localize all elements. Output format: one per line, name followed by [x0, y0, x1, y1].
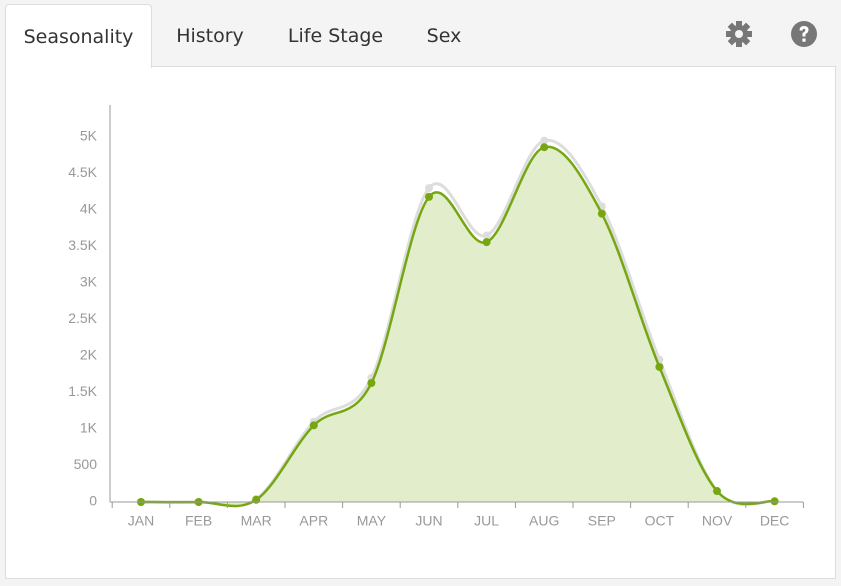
- point: [309, 421, 318, 430]
- x-tick-label: DEC: [760, 513, 790, 529]
- point: [425, 192, 433, 201]
- y-tick-label: 500: [74, 456, 98, 472]
- x-tick-label: SEP: [588, 513, 616, 529]
- help-icon[interactable]: [789, 19, 819, 49]
- x-tick-label: MAY: [357, 513, 387, 529]
- x-tick-label: JUL: [474, 513, 499, 529]
- point: [540, 143, 549, 152]
- y-tick-label: 2.5K: [68, 310, 97, 326]
- x-tick-label: JAN: [128, 513, 154, 529]
- x-tick-label: AUG: [529, 513, 559, 529]
- y-tick-label: 5K: [80, 128, 98, 144]
- point: [597, 209, 606, 218]
- x-tick-label: OCT: [645, 513, 675, 529]
- settings-icon[interactable]: [723, 18, 755, 50]
- x-tick-label: MAR: [241, 513, 272, 529]
- y-tick-label: 1K: [80, 420, 98, 436]
- y-tick-label: 0: [89, 493, 97, 509]
- y-tick-label: 3K: [80, 274, 98, 290]
- y-tick-label: 4.5K: [68, 164, 97, 180]
- x-tick-label: JUN: [415, 513, 442, 529]
- x-tick-label: FEB: [185, 513, 212, 529]
- point: [713, 487, 721, 496]
- x-tick-label: APR: [299, 513, 328, 529]
- point: [770, 497, 779, 506]
- tab[interactable]: Sex: [426, 25, 462, 47]
- point: [425, 184, 433, 193]
- tab[interactable]: History: [176, 25, 244, 47]
- tab[interactable]: Life Stage: [287, 25, 384, 47]
- point: [655, 362, 664, 371]
- point: [540, 136, 549, 145]
- point: [367, 379, 376, 388]
- y-tick-label: 3.5K: [68, 237, 97, 253]
- tab[interactable]: Seasonality: [5, 4, 152, 68]
- y-tick-label: 1.5K: [68, 383, 97, 399]
- y-tick-label: 4K: [80, 201, 98, 217]
- point: [482, 238, 491, 247]
- point: [482, 231, 491, 240]
- y-tick-label: 2K: [80, 347, 98, 363]
- x-tick-label: NOV: [702, 513, 733, 529]
- point: [252, 495, 261, 504]
- area: [141, 146, 775, 507]
